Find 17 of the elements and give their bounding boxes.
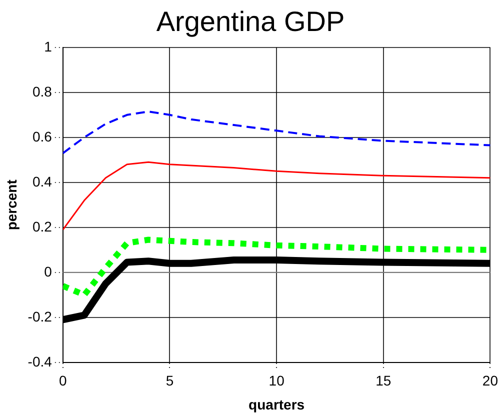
y-tick-label: 1	[44, 38, 52, 54]
y-tick-label: 0.8	[32, 83, 52, 100]
line-series	[62, 110, 490, 154]
x-tick-label: 5	[166, 372, 174, 389]
y-tick-label: 0.2	[32, 218, 52, 234]
x-tick-label: 15	[376, 372, 392, 389]
y-axis-title: percent	[3, 179, 20, 230]
x-tick-label: 20	[482, 372, 498, 389]
y-tick-label: 0	[44, 263, 52, 280]
x-tick-label: 0	[59, 372, 68, 389]
y-tick-label: -0.2	[28, 308, 52, 324]
chart-title: Argentina GDP	[155, 6, 346, 38]
x-axis-title: quarters	[248, 396, 305, 412]
y-tick-label: -0.4	[28, 353, 52, 370]
x-tick-label: 10	[268, 372, 285, 389]
y-tick-label: 0.6	[32, 128, 52, 144]
y-tick-label: 0.4	[32, 173, 52, 190]
